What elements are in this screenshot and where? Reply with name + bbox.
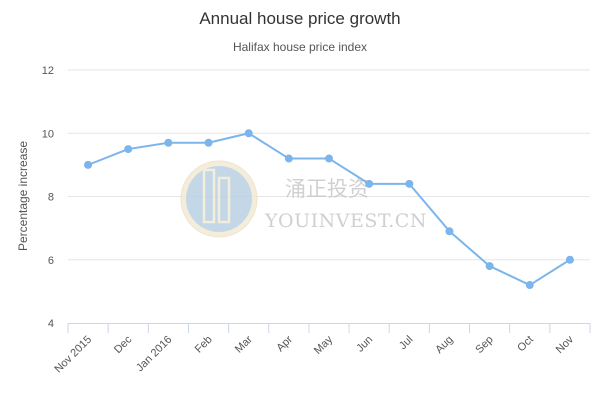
data-point: [84, 160, 93, 169]
x-tick-label: Jun: [354, 334, 375, 355]
y-axis-ticks: 4 6 8 10 12: [42, 65, 54, 330]
watermark-text-cn: 涌正投资: [285, 177, 369, 201]
x-tick-label: Dec: [112, 333, 135, 356]
data-point: [284, 154, 293, 163]
y-tick-label: 10: [42, 128, 54, 140]
gridlines: [68, 69, 590, 261]
x-tick-label: Jan 2016: [134, 334, 174, 374]
x-tick-label: Aug: [433, 334, 455, 356]
watermark-logo: [180, 160, 258, 238]
data-point: [164, 138, 173, 147]
data-point: [445, 227, 454, 236]
x-tick-label: Jul: [397, 334, 415, 352]
data-point: [565, 255, 574, 264]
data-point: [525, 281, 534, 290]
watermark: 涌正投资 YOUINVEST.CN: [180, 160, 427, 238]
watermark-text-en: YOUINVEST.CN: [264, 210, 427, 232]
x-tick-label: May: [312, 333, 336, 357]
data-point: [485, 262, 494, 271]
chart-title: Annual house price growth: [199, 9, 400, 28]
x-axis-ticks: Nov 2015 Dec Jan 2016 Feb Mar Apr May Jun Jul Aug…: [52, 323, 591, 376]
data-point: [325, 154, 333, 163]
data-point: [124, 145, 133, 154]
y-axis-label: Percentage increase: [16, 141, 30, 251]
x-tick-label: Apr: [274, 333, 295, 354]
x-tick-label: Feb: [193, 334, 215, 356]
data-points: [84, 129, 574, 290]
chart-subtitle: Halifax house price index: [233, 40, 367, 54]
data-point: [244, 129, 253, 138]
y-tick-label: 4: [48, 318, 54, 330]
x-tick-label: Mar: [233, 333, 255, 355]
y-tick-label: 12: [42, 65, 54, 77]
data-point: [365, 179, 374, 188]
x-tick-label: Sep: [473, 334, 495, 356]
data-point: [204, 138, 213, 147]
x-tick-label: Oct: [515, 334, 536, 355]
x-tick-label: Nov 2015: [52, 334, 94, 376]
y-tick-label: 8: [48, 192, 54, 204]
data-point: [405, 179, 414, 188]
x-tick-label: Nov: [554, 333, 577, 356]
y-tick-label: 6: [48, 255, 54, 267]
